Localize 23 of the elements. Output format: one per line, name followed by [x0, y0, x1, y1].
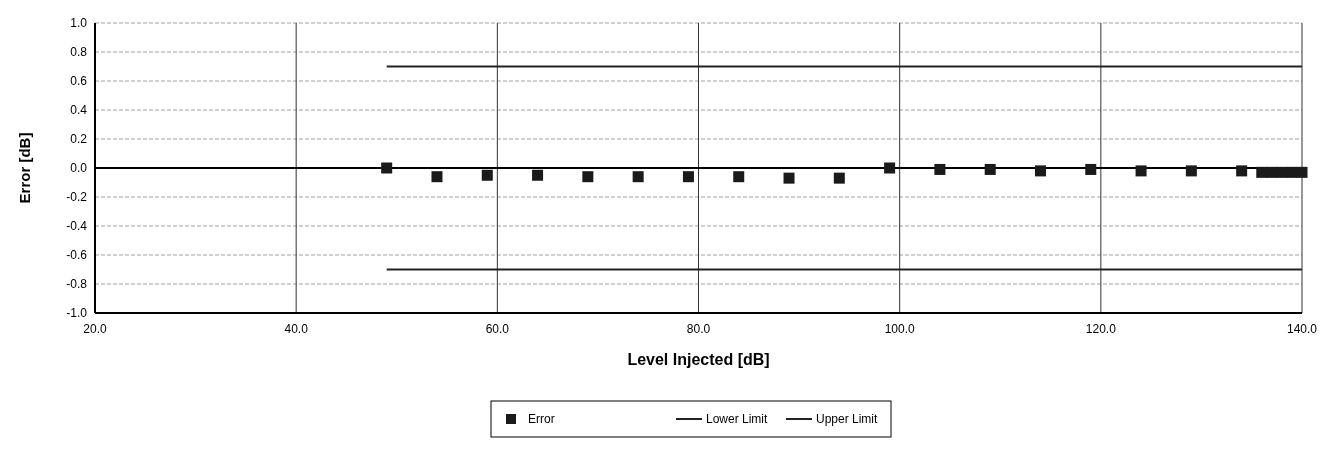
y-tick-label: -0.4: [66, 219, 88, 234]
x-tick-label: 20.0: [83, 322, 107, 336]
y-axis-title: Error [dB]: [16, 132, 33, 204]
x-tick-label: 140.0: [1286, 322, 1318, 336]
legend-label: Error: [528, 412, 555, 427]
y-tick-label: -0.8: [66, 277, 88, 292]
y-tick-label: 0.0: [70, 161, 88, 176]
x-tick-label: 60.0: [485, 322, 510, 336]
y-tick-label: -0.2: [66, 190, 88, 205]
x-tick-label: 40.0: [284, 322, 309, 336]
legend-label: Upper Limit: [816, 412, 879, 427]
y-tick-label: -1.0: [66, 306, 88, 321]
y-tick-label: -0.6: [66, 248, 88, 263]
y-tick-label: 0.2: [70, 132, 88, 147]
y-tick-label: 0.6: [70, 74, 88, 89]
y-tick-label: 0.4: [70, 103, 88, 118]
y-tick-label: 1.0: [70, 16, 88, 31]
x-tick-label: 80.0: [686, 322, 711, 336]
y-tick-label: 0.8: [70, 45, 88, 60]
x-tick-label: 100.0: [884, 322, 916, 336]
legend-label: Lower Limit: [706, 412, 769, 427]
x-tick-label: 120.0: [1085, 322, 1117, 336]
x-axis-title: Level Injected [dB]: [627, 351, 770, 368]
